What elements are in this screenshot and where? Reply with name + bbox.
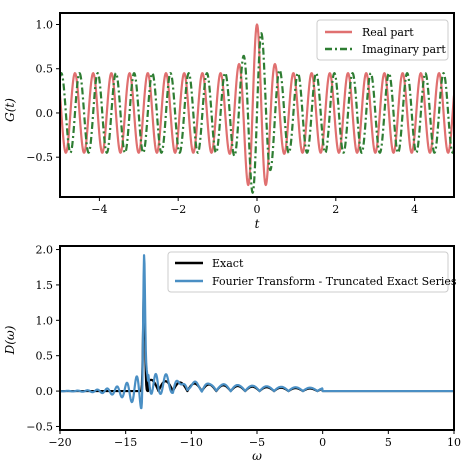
bottom-plot-area bbox=[60, 254, 454, 410]
bottom-ytick-label: 1.0 bbox=[36, 314, 54, 327]
bottom-ytick-label: 2.0 bbox=[36, 244, 54, 257]
top-xtick-label: 0 bbox=[254, 203, 261, 216]
bottom-legend: Exact Fourier Transform - Truncated Exac… bbox=[167, 251, 457, 293]
top-legend-label-real: Real part bbox=[362, 26, 414, 39]
bottom-xtick-label: 5 bbox=[385, 436, 392, 449]
top-ytick-label: 1.0 bbox=[36, 19, 54, 32]
bottom-ytick-label: 0.0 bbox=[36, 385, 54, 398]
bottom-ytick-label: 1.5 bbox=[36, 279, 54, 292]
top-series-0-line bbox=[60, 23, 454, 187]
bottom-legend-label-fourier: Fourier Transform - Truncated Exact Seri… bbox=[212, 275, 457, 288]
top-xtick-label: 4 bbox=[411, 203, 418, 216]
bottom-xtick-label: 10 bbox=[447, 436, 461, 449]
bottom-panel: −20 −15 −10 −5 0 5 10−0.50.00.51.01.52.0 D(ω) … bbox=[3, 244, 461, 463]
bottom-xtick-label: −20 bbox=[48, 436, 71, 449]
bottom-ylabel: D(ω) bbox=[3, 325, 17, 355]
bottom-legend-box bbox=[167, 251, 449, 293]
bottom-xlabel: ω bbox=[252, 449, 262, 463]
top-legend-label-imag: Imaginary part bbox=[362, 43, 446, 56]
top-ticks: −4 −2 0 2 4 −0.5 0.0 0.5 1.0 bbox=[26, 19, 418, 217]
bottom-ticks: −20 −15 −10 −5 0 5 10 −0.5 0.0 0.5 1.0 1.5 2.0 bbox=[26, 244, 461, 449]
bottom-xtick-label: −5 bbox=[249, 436, 265, 449]
bottom-ytick-label: 0.5 bbox=[36, 350, 54, 363]
bottom-xtick-label: 0 bbox=[319, 436, 326, 449]
top-xtick-label: −4 bbox=[91, 203, 107, 216]
top-legend: Real part Imaginary part bbox=[316, 19, 449, 61]
bottom-xtick-label: −15 bbox=[114, 436, 137, 449]
top-xlabel: t bbox=[255, 217, 260, 231]
bottom-ytick-label: −0.5 bbox=[26, 420, 53, 433]
top-ytick-label: 0.5 bbox=[36, 63, 54, 76]
top-xtick-label: 2 bbox=[332, 203, 339, 216]
top-xtick-label: −2 bbox=[170, 203, 186, 216]
top-series-1-line bbox=[60, 32, 454, 194]
top-ytick-label: 0.0 bbox=[36, 107, 54, 120]
top-ytick-label: −0.5 bbox=[26, 151, 53, 164]
top-ylabel: G(t) bbox=[3, 98, 17, 122]
bottom-series-1-line bbox=[60, 254, 454, 410]
bottom-legend-label-exact: Exact bbox=[212, 257, 244, 270]
bottom-xtick-label: −10 bbox=[180, 436, 203, 449]
top-legend-box bbox=[316, 19, 449, 61]
top-panel: −4 −2 0 2 4 −0.5 0.0 0.5 1.0 G(t) t Real part Im… bbox=[3, 12, 455, 231]
bottom-series-0-line bbox=[60, 283, 454, 393]
top-plot-area bbox=[60, 23, 454, 194]
